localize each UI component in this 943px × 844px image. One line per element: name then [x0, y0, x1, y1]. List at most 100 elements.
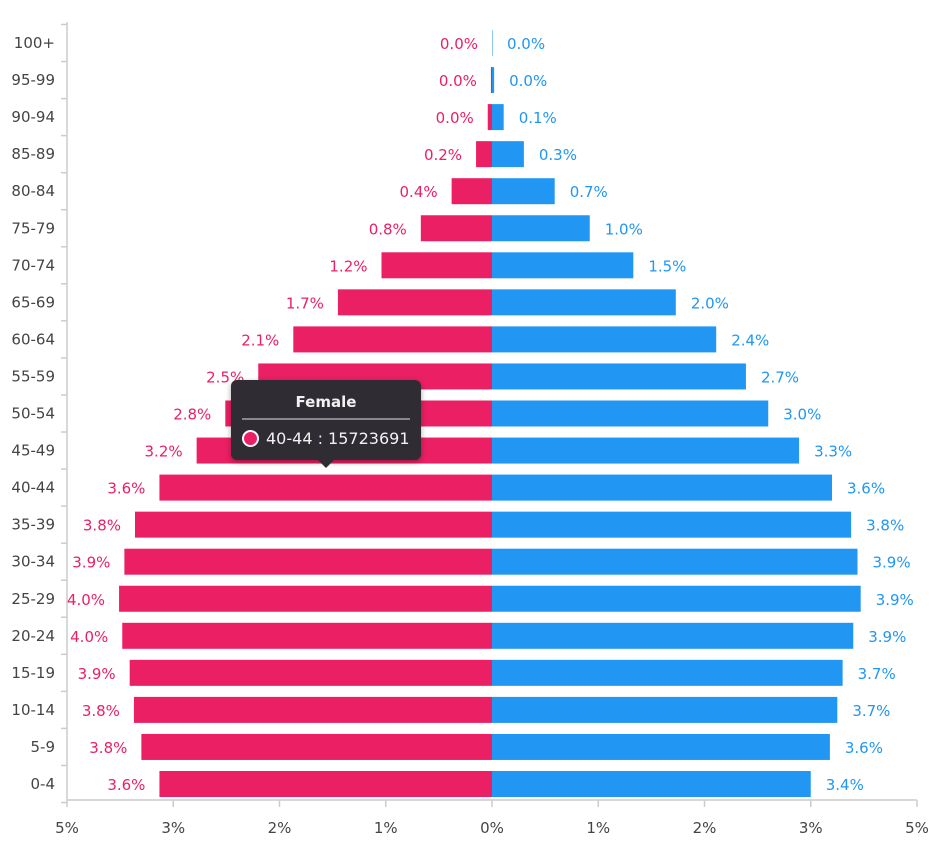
male-bar	[492, 733, 830, 760]
female-data-label: 1.7%	[286, 294, 324, 312]
male-data-label: 3.4%	[826, 776, 864, 794]
male-bar	[492, 141, 524, 168]
female-data-label: 3.8%	[82, 702, 120, 720]
female-bar	[293, 326, 492, 353]
category-label: 50-54	[11, 405, 55, 423]
tooltip: Female 40-44 : 15723691	[231, 380, 421, 468]
female-data-label: 2.8%	[173, 406, 211, 424]
category-label: 35-39	[11, 516, 55, 534]
female-data-label: 3.8%	[83, 517, 121, 535]
male-data-label: 3.9%	[876, 591, 914, 609]
category-label: 85-89	[11, 145, 55, 163]
male-bar	[492, 67, 495, 94]
female-data-label: 3.6%	[107, 776, 145, 794]
male-data-label: 0.3%	[539, 146, 577, 164]
female-bar	[135, 511, 492, 538]
male-bar	[492, 363, 746, 390]
tooltip-divider	[242, 418, 410, 420]
female-bar	[451, 178, 492, 205]
male-bar	[492, 511, 852, 538]
male-data-label: 0.0%	[509, 72, 547, 90]
female-data-label: 1.2%	[329, 257, 367, 275]
x-tick-label: 2%	[693, 819, 717, 837]
female-bar	[122, 622, 492, 649]
tooltip-arrow	[318, 460, 334, 468]
female-bar	[337, 289, 492, 316]
category-label: 25-29	[11, 590, 55, 608]
male-data-label: 3.6%	[845, 739, 883, 757]
female-bar	[490, 67, 492, 94]
female-bar	[124, 548, 492, 575]
male-data-label: 2.4%	[731, 331, 769, 349]
tooltip-value: 40-44 : 15723691	[266, 429, 410, 448]
female-data-label: 0.0%	[436, 109, 474, 127]
male-bar	[492, 400, 769, 427]
category-label: 45-49	[11, 442, 55, 460]
category-label: 100+	[14, 34, 55, 52]
male-bar	[492, 548, 858, 575]
x-tick-label: 3%	[799, 819, 823, 837]
female-bar	[119, 585, 492, 612]
male-data-label: 3.8%	[866, 517, 904, 535]
tooltip-title: Female	[295, 393, 357, 411]
female-data-label: 0.0%	[440, 35, 478, 53]
female-data-label: 2.1%	[241, 331, 279, 349]
series-marker-icon	[242, 430, 259, 447]
x-tick-label: 0%	[480, 819, 504, 837]
x-tick-label: 5%	[55, 819, 79, 837]
category-label: 60-64	[11, 330, 55, 348]
category-label: 40-44	[11, 479, 55, 497]
category-label: 90-94	[11, 108, 55, 126]
category-label: 75-79	[11, 219, 55, 237]
female-bar	[129, 659, 492, 686]
female-data-label: 4.0%	[70, 628, 108, 646]
male-bar	[492, 252, 634, 279]
female-data-label: 3.9%	[72, 554, 110, 572]
female-data-label: 3.6%	[107, 480, 145, 498]
female-data-label: 3.9%	[78, 665, 116, 683]
male-bar	[492, 771, 811, 797]
female-bar	[133, 696, 492, 723]
female-data-label: 0.4%	[400, 183, 438, 201]
male-data-label: 3.7%	[852, 702, 890, 720]
female-bar	[420, 215, 492, 242]
male-data-label: 2.0%	[691, 294, 729, 312]
category-label: 30-34	[11, 553, 55, 571]
male-bar	[492, 585, 861, 612]
category-label: 20-24	[11, 627, 55, 645]
category-label: 95-99	[11, 71, 55, 89]
male-bar	[492, 30, 493, 56]
male-data-label: 0.0%	[507, 35, 545, 53]
x-tick-label: 5%	[905, 819, 929, 837]
category-label: 5-9	[31, 738, 56, 756]
female-bar	[141, 733, 492, 760]
female-data-label: 4.0%	[67, 591, 105, 609]
male-data-label: 1.5%	[648, 257, 686, 275]
male-bar	[492, 215, 590, 242]
female-data-label: 0.2%	[424, 146, 462, 164]
female-bar	[381, 252, 492, 279]
male-data-label: 0.7%	[570, 183, 608, 201]
category-label: 70-74	[11, 256, 55, 274]
male-bar	[492, 474, 832, 501]
male-data-label: 3.9%	[873, 554, 911, 572]
male-bar	[492, 326, 717, 353]
male-data-label: 3.6%	[847, 480, 885, 498]
male-data-label: 3.7%	[858, 665, 896, 683]
female-data-label: 0.0%	[439, 72, 477, 90]
category-label: 65-69	[11, 293, 55, 311]
male-data-label: 0.1%	[519, 109, 557, 127]
female-bar	[159, 771, 492, 797]
male-data-label: 1.0%	[605, 220, 643, 238]
male-data-label: 2.7%	[761, 368, 799, 386]
male-bar	[492, 104, 504, 131]
x-tick-label: 1%	[374, 819, 398, 837]
male-bar	[492, 622, 854, 649]
category-label: 80-84	[11, 182, 55, 200]
male-data-label: 3.3%	[814, 443, 852, 461]
category-label: 15-19	[11, 664, 55, 682]
category-label: 55-59	[11, 367, 55, 385]
x-tick-label: 3%	[161, 819, 185, 837]
male-bar	[492, 289, 676, 316]
